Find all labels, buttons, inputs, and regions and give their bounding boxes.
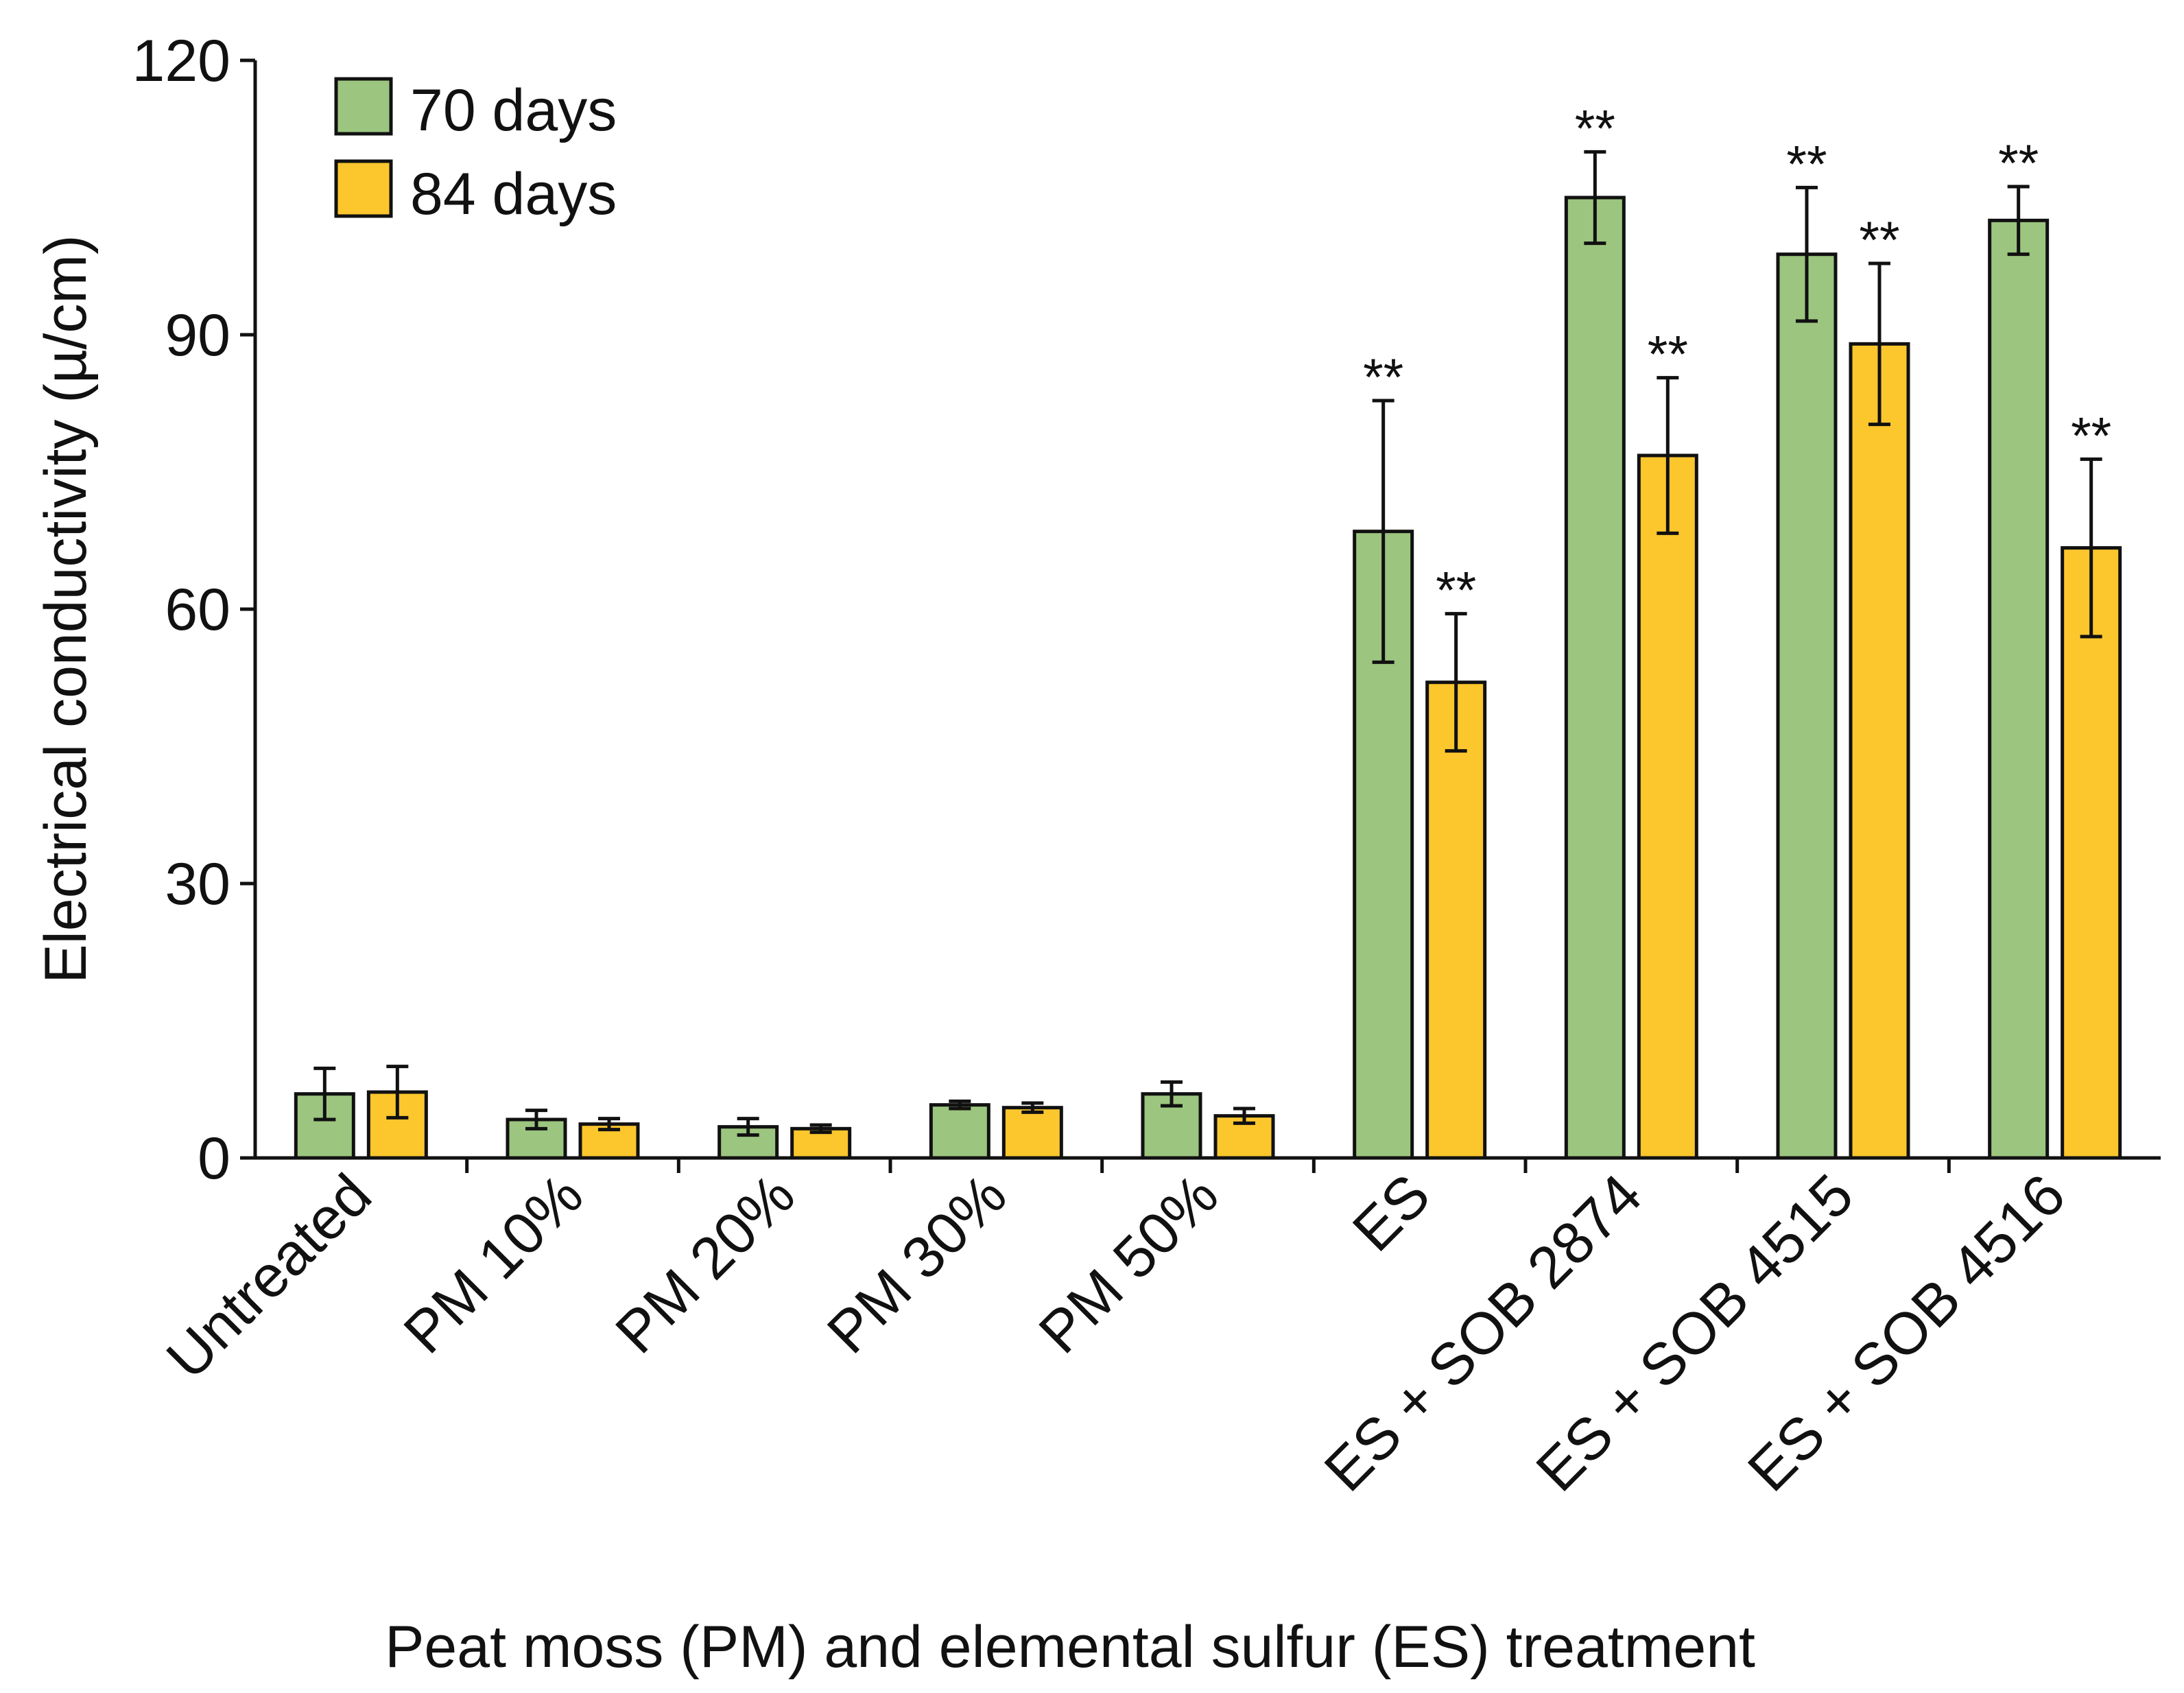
x-tick-label: Untreated bbox=[154, 1162, 384, 1392]
y-axis-ticks: 0 30 60 90 120 bbox=[132, 28, 255, 1192]
bar-84-days bbox=[1637, 453, 1698, 1160]
significance-mark: ** bbox=[1363, 348, 1403, 407]
significance-marks: ** ** ** ** ** ** ** ** bbox=[1363, 99, 2111, 619]
x-tick-label: PM 50% bbox=[1027, 1162, 1231, 1366]
bar-70-days bbox=[1564, 196, 1626, 1160]
significance-mark: ** bbox=[1648, 326, 1688, 384]
significance-mark: ** bbox=[2071, 407, 2111, 465]
significance-mark: ** bbox=[1436, 562, 1476, 620]
significance-mark: ** bbox=[1859, 211, 1899, 270]
y-tick-label: 30 bbox=[165, 851, 230, 917]
y-tick-label: 120 bbox=[132, 28, 231, 94]
legend-label-84-days: 84 days bbox=[410, 161, 617, 227]
bar-84-days bbox=[1001, 1106, 1063, 1160]
bar-series-group bbox=[294, 196, 2122, 1160]
significance-mark: ** bbox=[1575, 99, 1615, 158]
bar-84-days bbox=[2061, 546, 2122, 1160]
x-tick-label: PM 20% bbox=[603, 1162, 807, 1366]
x-tick-label: PM 10% bbox=[392, 1162, 596, 1366]
bar-70-days bbox=[1776, 252, 1838, 1160]
x-axis-ticks bbox=[465, 1158, 1951, 1173]
y-tick-label: 0 bbox=[198, 1126, 230, 1192]
bar-70-days bbox=[929, 1103, 990, 1160]
significance-mark: ** bbox=[1786, 135, 1827, 193]
bar-84-days bbox=[1849, 342, 1910, 1160]
x-axis-label: Peat moss (PM) and elemental sulfur (ES)… bbox=[385, 1614, 1755, 1680]
bar-70-days bbox=[1988, 218, 2050, 1160]
y-tick-label: 60 bbox=[165, 577, 230, 643]
bar-84-days bbox=[1425, 680, 1487, 1160]
x-tick-label: PM 30% bbox=[815, 1162, 1019, 1366]
legend-swatch-84-days bbox=[334, 159, 393, 218]
error-bar-group bbox=[313, 150, 2102, 1137]
significance-mark: ** bbox=[1998, 134, 2039, 193]
legend: 70 days 84 days bbox=[334, 77, 617, 227]
legend-label-70-days: 70 days bbox=[410, 78, 617, 143]
y-axis-label: Electrical conductivity (µ/cm) bbox=[33, 235, 99, 983]
x-tick-label: ES bbox=[1340, 1162, 1443, 1264]
legend-swatch-70-days bbox=[334, 77, 393, 136]
y-tick-label: 90 bbox=[165, 303, 230, 368]
